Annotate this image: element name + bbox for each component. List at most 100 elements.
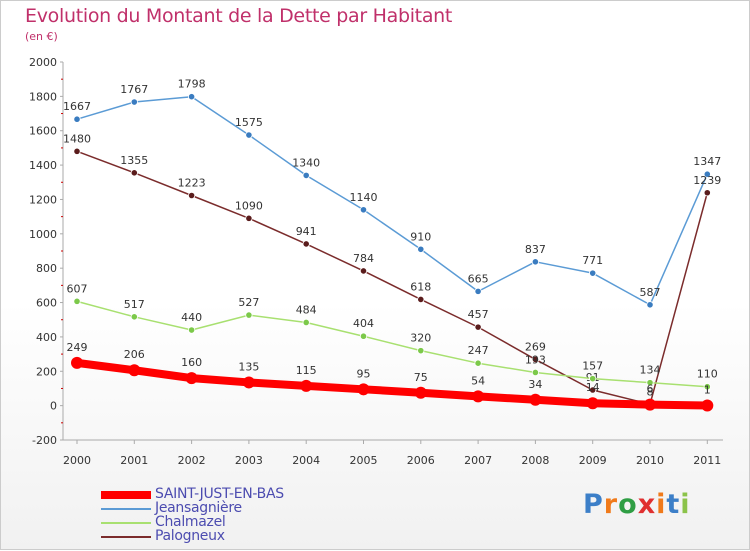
data-point [302,171,310,179]
data-point [130,98,138,106]
data-point [646,301,654,309]
data-label: 457 [468,308,489,321]
data-label: 1140 [350,191,378,204]
y-tick-label: 0 [50,400,57,413]
x-tick-label: 2000 [63,454,91,467]
legend-swatch [101,491,151,499]
logo-letter: i [656,489,667,520]
data-label: 607 [67,282,88,295]
y-tick-label: 600 [36,297,57,310]
x-tick-label: 2010 [636,454,664,467]
x-tick-label: 2005 [350,454,378,467]
x-tick-label: 2002 [178,454,206,467]
data-point [73,297,81,305]
data-point [472,390,485,403]
data-label: 1340 [292,156,320,169]
data-point [73,147,81,155]
y-tick-label: 1800 [29,90,57,103]
data-label: 269 [525,340,546,353]
data-label: 206 [124,348,145,361]
data-point [644,398,656,411]
data-point [531,355,540,364]
data-label: 1239 [693,174,721,187]
logo-letter: t [666,489,681,520]
legend-swatch [101,522,151,524]
data-label: 1767 [120,83,148,96]
data-label: 320 [410,332,431,345]
data-label: 75 [414,371,428,384]
data-label: 110 [697,368,718,381]
logo-letter: i [680,489,691,520]
legend-label: Chalmazel [155,514,226,530]
data-label: 1347 [693,155,721,168]
data-point [414,386,427,399]
y-tick-label: -200 [32,434,57,447]
logo-letter: r [603,489,619,520]
series-line-chalmazel [76,300,709,388]
data-point [245,131,253,139]
data-label: 34 [528,378,542,391]
data-point [703,383,711,391]
data-point [474,287,482,295]
data-point [703,170,711,178]
data-point [529,393,542,406]
series-line-palogneux [76,150,709,406]
data-label: 771 [582,254,603,267]
logo-letter: P [583,489,604,520]
data-label: 527 [238,296,259,309]
logo-letter: o [618,489,638,520]
data-label: 517 [124,298,145,311]
data-point [474,359,482,367]
y-tick-label: 800 [36,262,57,275]
logo-letter: x [637,489,657,520]
chart-unit-label: (en €) [25,30,58,43]
legend-label: SAINT-JUST-EN-BAS [155,486,284,502]
y-tick-label: 1600 [29,125,57,138]
data-point [589,375,597,383]
data-label: 135 [238,360,259,373]
data-label: 247 [468,344,489,357]
data-point [73,115,81,123]
y-tick-label: 1200 [29,193,57,206]
data-point [703,189,711,197]
data-point [531,258,540,266]
y-tick-label: 200 [36,365,57,378]
data-label: 440 [181,311,202,324]
data-point [245,311,253,319]
data-point [302,318,310,327]
y-tick-label: 1400 [29,159,57,172]
data-point [359,206,368,214]
data-label: 115 [296,364,317,377]
x-tick-label: 2006 [407,454,435,467]
data-point [71,356,83,369]
data-point [128,364,141,377]
legend-swatch [101,508,151,510]
data-label: 1223 [178,177,206,190]
data-point [300,379,313,392]
data-label: 587 [640,286,661,299]
data-point [185,372,198,385]
data-label: 941 [296,225,317,238]
data-label: 160 [181,356,202,369]
legend-swatch [101,536,151,538]
data-point [646,379,654,387]
data-point [130,313,138,321]
y-tick-label: 2000 [29,56,57,69]
data-label: 784 [353,252,374,265]
data-label: 837 [525,243,546,256]
data-point [359,267,368,275]
data-label: 618 [410,280,431,293]
data-point [188,191,196,200]
x-tick-label: 2004 [292,454,320,467]
data-label: 249 [67,341,88,354]
series-line-jeansagni-re [76,95,709,306]
x-tick-label: 2008 [521,454,549,467]
data-label: 1575 [235,116,263,129]
x-tick-label: 2003 [235,454,263,467]
data-label: 404 [353,317,374,330]
data-label: 1355 [120,154,148,167]
data-label: 1480 [63,132,91,145]
x-tick-label: 2011 [693,454,721,467]
x-tick-label: 2007 [464,454,492,467]
